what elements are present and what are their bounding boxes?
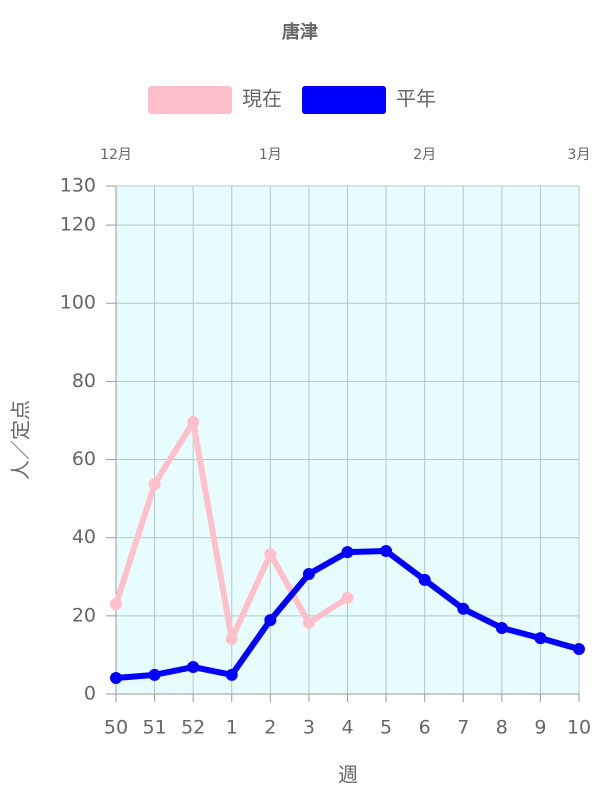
data-point: [534, 632, 547, 645]
x-tick-label: 5: [380, 717, 392, 739]
y-axis-label: 人／定点: [9, 400, 33, 480]
data-point: [302, 616, 315, 629]
chart-title: 唐津: [282, 21, 318, 43]
y-tick-label: 60: [72, 448, 96, 470]
y-tick-label: 40: [72, 526, 96, 548]
data-point: [418, 573, 431, 586]
y-tick-label: 0: [84, 683, 96, 705]
y-tick-label: 130: [60, 175, 96, 197]
data-point: [225, 668, 238, 681]
x2-tick-label: 3月: [568, 147, 591, 163]
legend-swatch: [148, 86, 232, 114]
data-point: [264, 548, 277, 561]
data-point: [148, 478, 161, 491]
x2-tick-label: 1月: [259, 147, 282, 163]
legend-label: 現在: [242, 87, 282, 111]
data-point: [264, 614, 277, 627]
data-point: [148, 668, 161, 681]
x-tick-label: 1: [226, 717, 238, 739]
data-point: [380, 544, 393, 557]
x-tick-label: 4: [341, 717, 353, 739]
x-tick-label: 8: [496, 717, 508, 739]
x-tick-label: 6: [419, 717, 431, 739]
data-point: [187, 416, 200, 429]
x-tick-label: 51: [142, 717, 166, 739]
data-point: [187, 661, 200, 674]
data-point: [110, 671, 122, 684]
legend-label: 平年: [396, 87, 436, 111]
data-point: [495, 621, 508, 634]
data-point: [110, 598, 122, 611]
x2-tick-label: 2月: [413, 147, 436, 163]
x-tick-label: 52: [181, 717, 205, 739]
x-tick-label: 2: [264, 717, 276, 739]
x-tick-label: 3: [303, 717, 315, 739]
y-tick-label: 20: [72, 604, 96, 626]
legend-swatch: [302, 86, 386, 114]
x2-tick-label: 12月: [100, 147, 132, 163]
x-axis-label: 週: [338, 763, 358, 787]
x-tick-label: 7: [457, 717, 469, 739]
data-point: [341, 546, 354, 559]
data-point: [457, 602, 470, 615]
data-point: [225, 632, 238, 645]
y-tick-label: 120: [60, 214, 96, 236]
data-point: [573, 643, 585, 656]
data-point: [341, 591, 354, 604]
y-tick-label: 100: [60, 292, 96, 314]
x-tick-label: 10: [567, 717, 591, 739]
data-point: [302, 568, 315, 581]
x-tick-label: 9: [534, 717, 546, 739]
x-tick-label: 50: [104, 717, 128, 739]
y-tick-label: 80: [72, 370, 96, 392]
